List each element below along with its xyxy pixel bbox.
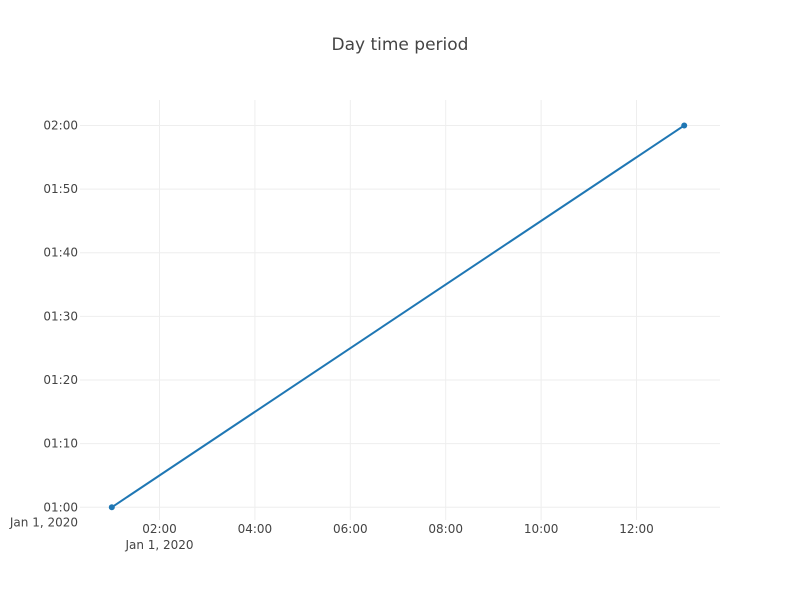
y-gridlines xyxy=(80,124,720,508)
y-tick-label: 01:40 xyxy=(43,246,78,260)
series-layer xyxy=(108,122,688,511)
x-tick-label: 04:00 xyxy=(238,522,273,536)
x-tick-label: 06:00 xyxy=(333,522,368,536)
x-gridlines xyxy=(159,100,638,520)
y-tick-label: 01:00 xyxy=(43,500,78,514)
y-tick-label: 01:30 xyxy=(43,309,78,323)
x-axis-ticks: 02:00 Jan 1, 2020 04:00 06:00 08:00 10:00 12:0… xyxy=(124,522,653,552)
data-point[interactable] xyxy=(108,504,115,511)
y-tick-label: 02:00 xyxy=(43,118,78,132)
x-tick-sublabel: Jan 1, 2020 xyxy=(124,538,193,552)
y-tick-sublabel: Jan 1, 2020 xyxy=(9,515,78,529)
y-tick-label: 01:10 xyxy=(43,437,78,451)
x-tick-label: 10:00 xyxy=(524,522,559,536)
x-tick-label: 08:00 xyxy=(428,522,463,536)
series-line xyxy=(111,124,685,509)
x-tick-label: 12:00 xyxy=(619,522,654,536)
y-tick-label: 01:50 xyxy=(43,182,78,196)
x-tick-label: 02:00 xyxy=(142,522,177,536)
chart-title: Day time period xyxy=(332,35,469,55)
data-point[interactable] xyxy=(681,122,688,129)
y-tick-label: 01:20 xyxy=(43,373,78,387)
